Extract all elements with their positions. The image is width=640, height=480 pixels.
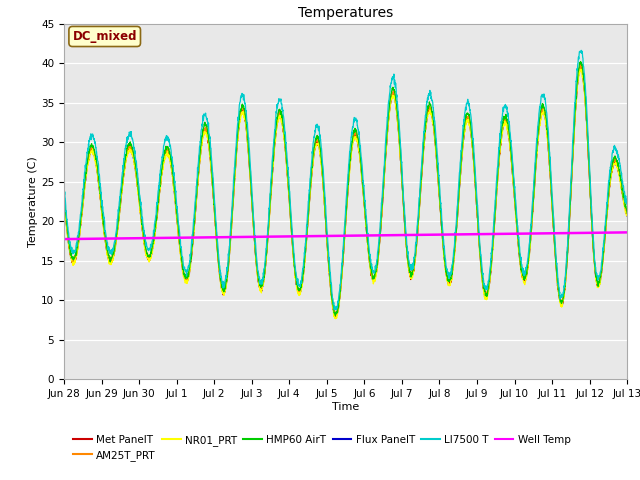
HMP60 AirT — [116, 199, 124, 204]
LI7500 T — [238, 93, 246, 98]
Met PanelT — [547, 185, 555, 191]
AM25T_PRT — [623, 208, 631, 214]
Well Temp — [116, 236, 124, 241]
AM25T_PRT — [577, 61, 585, 67]
NR01_PRT — [60, 197, 68, 203]
LI7500 T — [60, 185, 68, 191]
HMP60 AirT — [60, 193, 68, 199]
LI7500 T — [116, 191, 124, 197]
AM25T_PRT — [616, 170, 623, 176]
HMP60 AirT — [547, 180, 555, 186]
Legend: Met PanelT, AM25T_PRT, NR01_PRT, HMP60 AirT, Flux PanelT, LI7500 T, Well Temp: Met PanelT, AM25T_PRT, NR01_PRT, HMP60 A… — [69, 431, 575, 465]
Well Temp — [623, 229, 631, 235]
NR01_PRT — [616, 177, 623, 183]
Well Temp — [380, 232, 387, 238]
HMP60 AirT — [616, 167, 623, 173]
NR01_PRT — [238, 110, 246, 116]
Line: Met PanelT: Met PanelT — [64, 67, 627, 318]
Line: Flux PanelT: Flux PanelT — [64, 67, 627, 318]
X-axis label: Time: Time — [332, 402, 359, 412]
Flux PanelT — [332, 315, 339, 321]
AM25T_PRT — [515, 249, 523, 255]
NR01_PRT — [623, 213, 631, 219]
Well Temp — [238, 234, 246, 240]
Line: LI7500 T: LI7500 T — [64, 50, 627, 310]
LI7500 T — [547, 175, 555, 180]
Well Temp — [615, 229, 623, 235]
Flux PanelT — [380, 182, 387, 188]
Flux PanelT — [238, 110, 246, 116]
NR01_PRT — [515, 253, 523, 259]
Met PanelT — [515, 252, 523, 258]
Flux PanelT — [60, 198, 68, 204]
Line: Well Temp: Well Temp — [64, 232, 627, 239]
NR01_PRT — [547, 186, 555, 192]
NR01_PRT — [577, 66, 584, 72]
AM25T_PRT — [547, 183, 555, 189]
HMP60 AirT — [515, 251, 523, 257]
LI7500 T — [515, 243, 523, 249]
Y-axis label: Temperature (C): Temperature (C) — [28, 156, 38, 247]
Flux PanelT — [616, 173, 623, 179]
AM25T_PRT — [332, 312, 340, 318]
Met PanelT — [238, 107, 246, 113]
Title: Temperatures: Temperatures — [298, 6, 393, 20]
Line: AM25T_PRT: AM25T_PRT — [64, 64, 627, 315]
Met PanelT — [616, 173, 623, 179]
LI7500 T — [380, 171, 387, 177]
Met PanelT — [60, 195, 68, 201]
HMP60 AirT — [577, 59, 584, 64]
Flux PanelT — [116, 202, 124, 207]
Met PanelT — [577, 64, 584, 70]
HMP60 AirT — [332, 312, 339, 318]
AM25T_PRT — [238, 106, 246, 112]
Flux PanelT — [577, 64, 585, 70]
Met PanelT — [380, 183, 387, 189]
AM25T_PRT — [116, 201, 124, 207]
AM25T_PRT — [380, 179, 387, 185]
NR01_PRT — [116, 203, 124, 208]
NR01_PRT — [332, 316, 339, 322]
LI7500 T — [623, 201, 631, 206]
Flux PanelT — [547, 188, 555, 194]
Well Temp — [60, 236, 68, 242]
Well Temp — [515, 231, 523, 237]
HMP60 AirT — [380, 179, 387, 184]
HMP60 AirT — [623, 210, 631, 216]
Met PanelT — [332, 315, 340, 321]
Text: DC_mixed: DC_mixed — [72, 30, 137, 43]
LI7500 T — [333, 307, 340, 312]
Well Temp — [547, 230, 555, 236]
HMP60 AirT — [238, 103, 246, 108]
Line: HMP60 AirT: HMP60 AirT — [64, 61, 627, 315]
LI7500 T — [616, 160, 623, 166]
Met PanelT — [116, 204, 124, 210]
AM25T_PRT — [60, 194, 68, 200]
Line: NR01_PRT: NR01_PRT — [64, 69, 627, 319]
Flux PanelT — [623, 212, 631, 218]
Met PanelT — [623, 213, 631, 218]
LI7500 T — [577, 48, 585, 53]
Flux PanelT — [515, 252, 523, 258]
NR01_PRT — [380, 183, 387, 189]
